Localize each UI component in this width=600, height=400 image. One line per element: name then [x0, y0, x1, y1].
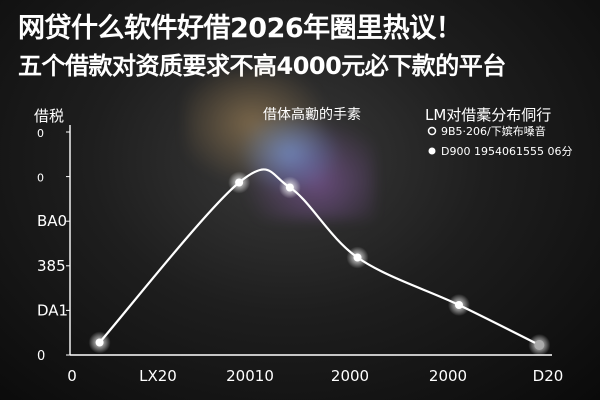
data-point	[95, 338, 104, 347]
headline-line-1: 网贷什么软件好借2026年圈里热议！	[18, 13, 463, 44]
y-axis-label: 借税	[34, 107, 64, 125]
legend-marker-ring	[427, 126, 437, 136]
series-line	[98, 168, 540, 346]
data-point	[534, 340, 545, 350]
data-point	[454, 301, 463, 309]
y-tick-label: BA0	[37, 212, 67, 230]
x-tick-label: 2000	[429, 367, 467, 385]
x-tick-label: 0	[67, 367, 77, 385]
y-tick-label: DA1	[37, 301, 68, 319]
legend-entry-label: 9B5·206/下嫔布嗓音	[441, 124, 546, 138]
x-tick-label: LX20	[139, 367, 177, 385]
y-tick-label: 0	[37, 127, 44, 140]
y-tick-labels: 0 DA1 385 BA0 0 0	[37, 127, 70, 364]
x-tick-labels: 0 LX20 20010 2000 2000 D20	[67, 367, 563, 385]
y-tick-label: 385	[37, 257, 66, 275]
x-tick-label: D20	[533, 367, 564, 385]
x-tick-label: 20010	[226, 367, 274, 385]
y-tick-label: 0	[37, 349, 45, 364]
data-point	[353, 253, 362, 262]
y-tick-label: 0	[37, 172, 44, 185]
legend-marker-dot	[428, 147, 436, 155]
chart-axes	[69, 125, 552, 356]
data-points	[88, 171, 551, 356]
chart-title: 借体高勷的手素	[263, 106, 361, 123]
legend-entry-label: D900 1954061555 06分	[441, 145, 572, 158]
x-tick-label: 2000	[331, 367, 369, 385]
data-point	[235, 178, 244, 187]
legend-title: LM对借橐分布侗行	[425, 106, 551, 124]
legend-entries: 9B5·206/下嫔布嗓音 D900 1954061555 06分	[427, 124, 572, 158]
data-point	[285, 183, 294, 192]
